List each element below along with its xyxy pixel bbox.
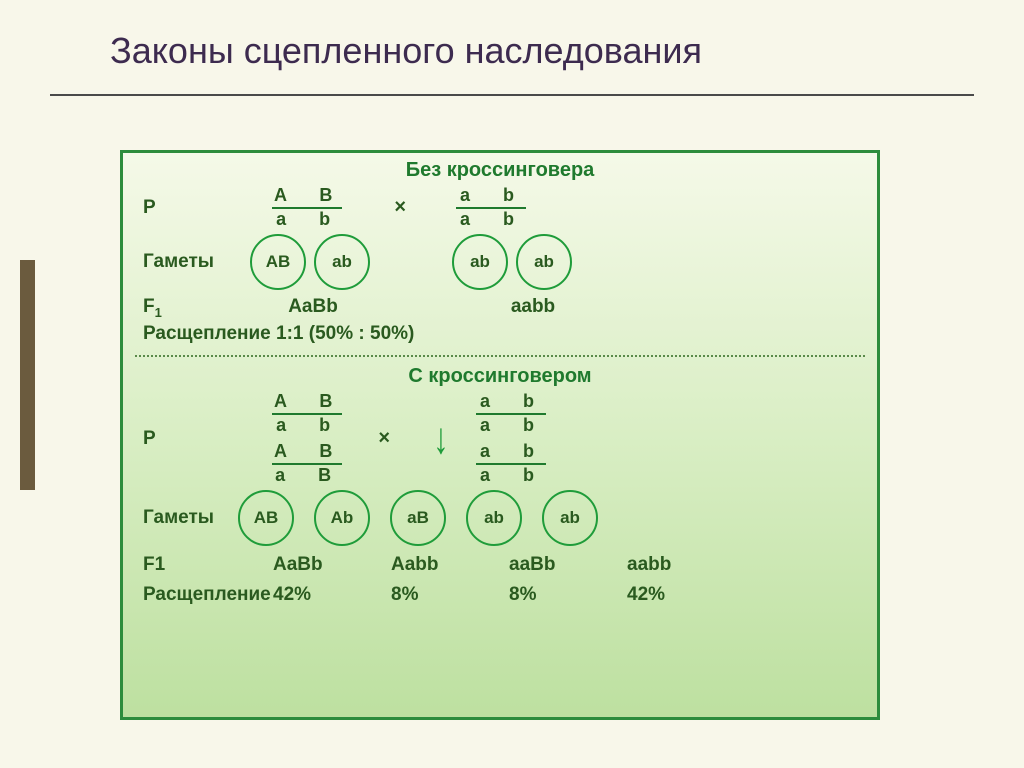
ratio-v: 42% bbox=[273, 584, 391, 606]
section-divider bbox=[135, 355, 865, 357]
f1-geno1: AaBb bbox=[238, 296, 388, 318]
gamete: aB bbox=[390, 490, 446, 546]
ratio-1: Расщепление 1:1 (50% : 50%) bbox=[123, 321, 877, 347]
parent2-bot: a b bbox=[454, 210, 528, 230]
gamete: Ab bbox=[314, 490, 370, 546]
section1-title: Без кроссинговера bbox=[123, 159, 877, 182]
parent1b: A B a B bbox=[268, 442, 346, 486]
ratio-v: 42% bbox=[627, 584, 745, 606]
p-label-1: P bbox=[143, 197, 238, 219]
parent1-genotype: A B a b bbox=[268, 186, 346, 230]
parent1-stack: A B a b A B a B bbox=[268, 392, 346, 485]
gamete: ab bbox=[314, 234, 370, 290]
p2a-top: a b bbox=[474, 392, 548, 412]
f1-text: F bbox=[143, 296, 155, 317]
p1a-bot: a b bbox=[270, 416, 344, 436]
gamete: ab bbox=[452, 234, 508, 290]
f1-label-1: F1 bbox=[143, 296, 238, 320]
parent2a: a b a b bbox=[474, 392, 548, 436]
p-row-1: P A B a b × a b a b bbox=[123, 186, 877, 230]
p1b-bot: a B bbox=[269, 466, 345, 486]
p1a-top: A B bbox=[268, 392, 346, 412]
p2b-top: a b bbox=[474, 442, 548, 462]
ratio-label-2: Расщепление bbox=[143, 584, 273, 606]
p2a-bot: a b bbox=[474, 416, 548, 436]
gametes-row-1: Гаметы AB ab ab ab bbox=[123, 230, 877, 294]
gamete: ab bbox=[516, 234, 572, 290]
p-row-2: P A B a b A B a B × ↓ bbox=[123, 392, 877, 485]
section2-title: С кроссинговером bbox=[123, 365, 877, 388]
horizontal-rule bbox=[50, 94, 974, 96]
gamete: ab bbox=[466, 490, 522, 546]
f1-g: aaBb bbox=[509, 554, 627, 576]
side-accent-bar bbox=[20, 260, 35, 490]
parent2-stack: a b a b a b a b bbox=[474, 392, 548, 485]
ratio-row-2: Расщепление 42% 8% 8% 42% bbox=[123, 580, 877, 610]
parent1-top: A B bbox=[268, 186, 346, 206]
p2b-bot: a b bbox=[474, 466, 548, 486]
ratio-v: 8% bbox=[391, 584, 509, 606]
gamete: AB bbox=[250, 234, 306, 290]
ratio-v: 8% bbox=[509, 584, 627, 606]
parent2-top: a b bbox=[454, 186, 528, 206]
gametes-label-2: Гаметы bbox=[143, 507, 238, 529]
slide: Законы сцепленного наследования Без крос… bbox=[0, 0, 1024, 768]
gametes-row-2: Гаметы AB Ab aB ab ab bbox=[123, 486, 877, 550]
f1-g: aabb bbox=[627, 554, 745, 576]
gamete: ab bbox=[542, 490, 598, 546]
f1-row-1: F1 AaBb aabb bbox=[123, 294, 877, 322]
gametes-5: AB Ab aB ab ab bbox=[238, 490, 598, 546]
parent1a: A B a b bbox=[268, 392, 346, 436]
p1b-top: A B bbox=[268, 442, 346, 462]
gamete: AB bbox=[238, 490, 294, 546]
arrow-down-icon: ↓ bbox=[428, 426, 455, 452]
f1-geno-row: F1 AaBb Aabb aaBb aabb bbox=[123, 550, 877, 580]
f1-label-2: F1 bbox=[143, 554, 273, 576]
f1-sub: 1 bbox=[155, 304, 162, 319]
parent1-bot: a b bbox=[270, 210, 344, 230]
cross-symbol-1: × bbox=[376, 196, 424, 219]
parent2-genotype: a b a b bbox=[454, 186, 528, 230]
cross-symbol-2: × bbox=[360, 427, 408, 450]
slide-title: Законы сцепленного наследования bbox=[110, 30, 1024, 72]
f1-g: Aabb bbox=[391, 554, 509, 576]
gametes-label-1: Гаметы bbox=[143, 251, 238, 273]
cross-area-2: A B a b A B a B × ↓ a b bbox=[268, 392, 548, 485]
f1-g: AaBb bbox=[273, 554, 391, 576]
parent2b: a b a b bbox=[474, 442, 548, 486]
title-area: Законы сцепленного наследования bbox=[0, 0, 1024, 82]
gametes-p2: ab ab bbox=[452, 234, 572, 290]
f1-geno2: aabb bbox=[458, 296, 608, 318]
gametes-p1: AB ab bbox=[250, 234, 370, 290]
diagram-box: Без кроссинговера P A B a b × a b a b Га… bbox=[120, 150, 880, 720]
cross-area-1: A B a b × a b a b bbox=[268, 186, 528, 230]
p-label-2: P bbox=[143, 428, 238, 450]
